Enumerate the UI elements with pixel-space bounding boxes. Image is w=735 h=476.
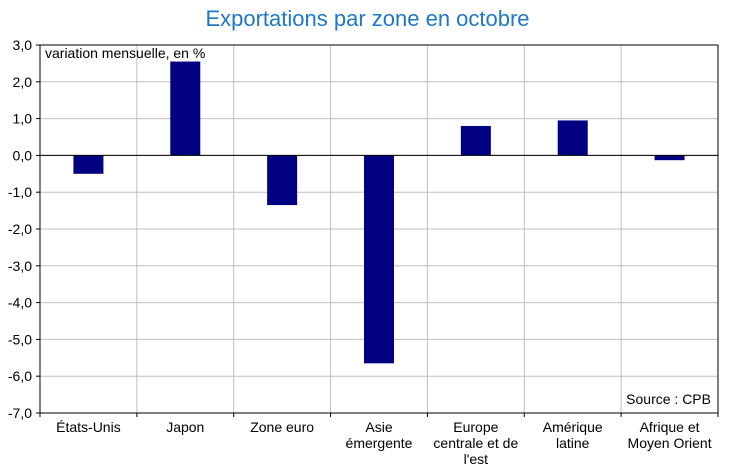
category-label: Afrique et Moyen Orient <box>628 419 712 451</box>
y-tick-label: -6,0 <box>8 368 32 384</box>
bars-layer <box>73 61 685 364</box>
y-tick-label: -7,0 <box>8 405 32 421</box>
category-label: Japon <box>166 419 204 435</box>
y-tick-label: -1,0 <box>8 184 32 200</box>
bar <box>170 61 201 156</box>
axis-layer <box>36 44 719 417</box>
category-label-line: Japon <box>166 419 204 435</box>
category-label: États-Unis <box>56 419 121 435</box>
category-label-line: Amérique <box>543 419 603 435</box>
category-label: Europe centrale et de l'est <box>433 419 518 467</box>
bar <box>267 155 298 206</box>
y-tick-label: 2,0 <box>13 74 33 90</box>
category-label-line: centrale et de <box>433 435 518 451</box>
category-label-line: États-Unis <box>56 419 121 435</box>
chart-title: Exportations par zone en octobre <box>205 6 530 31</box>
bar <box>654 155 685 161</box>
plot-frame <box>39 44 719 414</box>
bar <box>364 155 394 364</box>
y-tick-label: -5,0 <box>8 331 32 347</box>
category-label-line: Europe <box>453 419 498 435</box>
category-label: Asie émergente <box>346 419 413 451</box>
category-label-line: Asie <box>365 419 392 435</box>
labels-layer: 3,0 2,0 1,0 0,0 -1,0 -2,0 -3,0 -4,0 -5,0 -6,0 -7,0… <box>8 37 712 467</box>
category-label: Zone euro <box>250 419 314 435</box>
category-label-line: Moyen Orient <box>628 435 712 451</box>
y-tick-label: 0,0 <box>13 147 33 163</box>
y-tick-label: 3,0 <box>13 37 33 53</box>
y-tick-label: -4,0 <box>8 295 32 311</box>
category-label-line: émergente <box>346 435 413 451</box>
y-tick-label: -2,0 <box>8 221 32 237</box>
category-label: Amérique latine <box>543 419 603 451</box>
category-label-line: Afrique et <box>640 419 700 435</box>
y-axis-unit-label: variation mensuelle, en % <box>45 45 205 61</box>
category-label-line: l'est <box>464 451 489 467</box>
category-label-line: Zone euro <box>250 419 314 435</box>
source-note: Source : CPB <box>626 391 711 407</box>
y-tick-label: 1,0 <box>13 111 33 127</box>
bar <box>557 120 588 156</box>
category-label-line: latine <box>556 435 590 451</box>
bar <box>73 155 104 174</box>
y-tick-label: -3,0 <box>8 258 32 274</box>
bar <box>460 125 491 156</box>
